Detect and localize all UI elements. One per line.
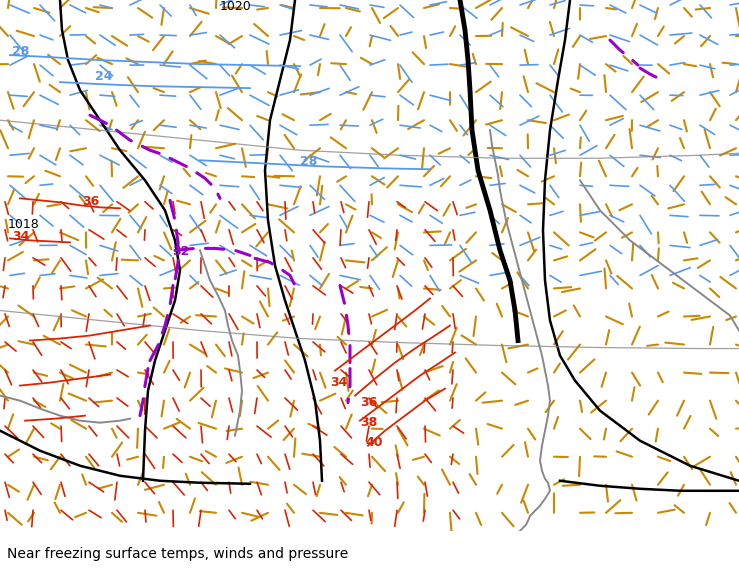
Text: 1018: 1018 xyxy=(8,218,40,231)
Text: Near freezing surface temps, winds and pressure: Near freezing surface temps, winds and p… xyxy=(7,547,349,561)
Text: 32: 32 xyxy=(172,245,189,258)
Text: 36: 36 xyxy=(360,396,377,409)
Text: 34: 34 xyxy=(330,376,347,389)
Text: 38: 38 xyxy=(360,415,377,429)
Text: 40: 40 xyxy=(365,436,383,449)
Text: 36: 36 xyxy=(82,196,99,208)
Text: 34: 34 xyxy=(12,230,30,243)
Text: 28: 28 xyxy=(300,155,317,168)
Text: 24: 24 xyxy=(95,70,112,83)
Text: 1020: 1020 xyxy=(220,0,252,13)
Text: 28: 28 xyxy=(12,45,30,58)
